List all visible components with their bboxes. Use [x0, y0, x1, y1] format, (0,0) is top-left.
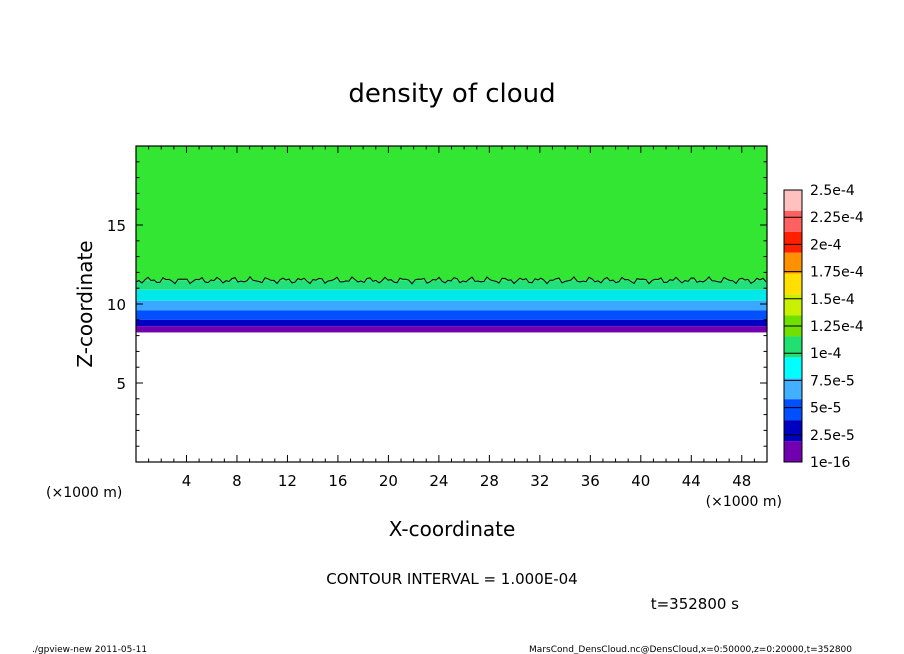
footer-right: MarsCond_DensCloud.nc@DensCloud,x=0:5000…	[529, 645, 852, 654]
cloud-layer-0	[136, 146, 767, 281]
x-tick-label: 4	[182, 472, 192, 490]
x-tick-label: 8	[232, 472, 242, 490]
colorbar-level-label: 2.25e-4	[810, 210, 864, 226]
x-axis-ticks: 4 8 12 16 20 24 28 32 36 40 44 48	[135, 146, 768, 490]
y-axis-ticks: 5 10 15	[107, 145, 767, 463]
y-tick-label: 10	[107, 296, 126, 314]
colorbar-swatch	[784, 357, 802, 379]
cloud-layer-1	[136, 280, 767, 290]
cloud-layer-4	[136, 310, 767, 320]
cloud-layers	[136, 146, 767, 333]
time-label: t=352800 s	[651, 595, 739, 613]
chart-title: density of cloud	[348, 79, 555, 109]
colorbar-level-label: 1e-4	[810, 346, 842, 362]
colorbar-swatch	[784, 210, 802, 232]
cloud-layer-2	[136, 289, 767, 301]
colorbar-level-label: 1.5e-4	[810, 292, 855, 308]
colorbar-swatch	[784, 252, 802, 274]
colorbar-swatch	[784, 231, 802, 253]
cloud-layer-6	[136, 326, 767, 333]
x-tick-label: 24	[429, 472, 448, 490]
y-unit-label: (×1000 m)	[46, 485, 122, 501]
y-axis-label: Z-coordinate	[73, 240, 97, 367]
colorbar-swatch	[784, 420, 802, 442]
colorbar-swatch	[784, 441, 802, 462]
x-tick-label: 48	[732, 472, 751, 490]
contour-line	[135, 276, 767, 285]
x-tick-label: 20	[379, 472, 398, 490]
footer-left: ./gpview-new 2011-05-11	[32, 645, 147, 654]
colorbar-level-label: 2e-4	[810, 237, 842, 253]
x-tick-label: 32	[530, 472, 549, 490]
colorbar-swatch	[784, 399, 802, 421]
colorbar: 2.5e-4 2.25e-4 2e-4 1.75e-4 1.5e-4 1.25e-4 1e-…	[783, 183, 864, 471]
x-tick-label: 36	[581, 472, 600, 490]
colorbar-level-label: 7.5e-5	[810, 373, 855, 389]
y-tick-label: 5	[116, 375, 126, 393]
colorbar-level-label: 1e-16	[810, 455, 850, 471]
x-tick-label: 16	[328, 472, 347, 490]
x-tick-label: 12	[278, 472, 297, 490]
x-unit-label: (×1000 m)	[706, 494, 782, 510]
x-tick-label: 40	[631, 472, 650, 490]
colorbar-swatch	[784, 294, 802, 316]
colorbar-level-label: 1.75e-4	[810, 265, 864, 281]
x-tick-label: 28	[480, 472, 499, 490]
colorbar-level-label: 2.5e-5	[810, 428, 855, 444]
colorbar-level-label: 1.25e-4	[810, 319, 864, 335]
x-tick-label: 44	[682, 472, 701, 490]
colorbar-level-label: 5e-5	[810, 401, 841, 417]
cloud-layer-5	[136, 319, 767, 327]
cloud-layer-3	[136, 300, 767, 311]
x-axis-label: X-coordinate	[389, 517, 516, 541]
colorbar-swatch	[784, 378, 802, 400]
contour-interval: CONTOUR INTERVAL = 1.000E-04	[326, 570, 577, 588]
colorbar-swatch	[784, 336, 802, 358]
y-tick-label: 15	[107, 217, 126, 235]
colorbar-swatch	[784, 190, 802, 211]
colorbar-level-label: 2.5e-4	[810, 183, 855, 199]
colorbar-swatch	[784, 273, 802, 295]
